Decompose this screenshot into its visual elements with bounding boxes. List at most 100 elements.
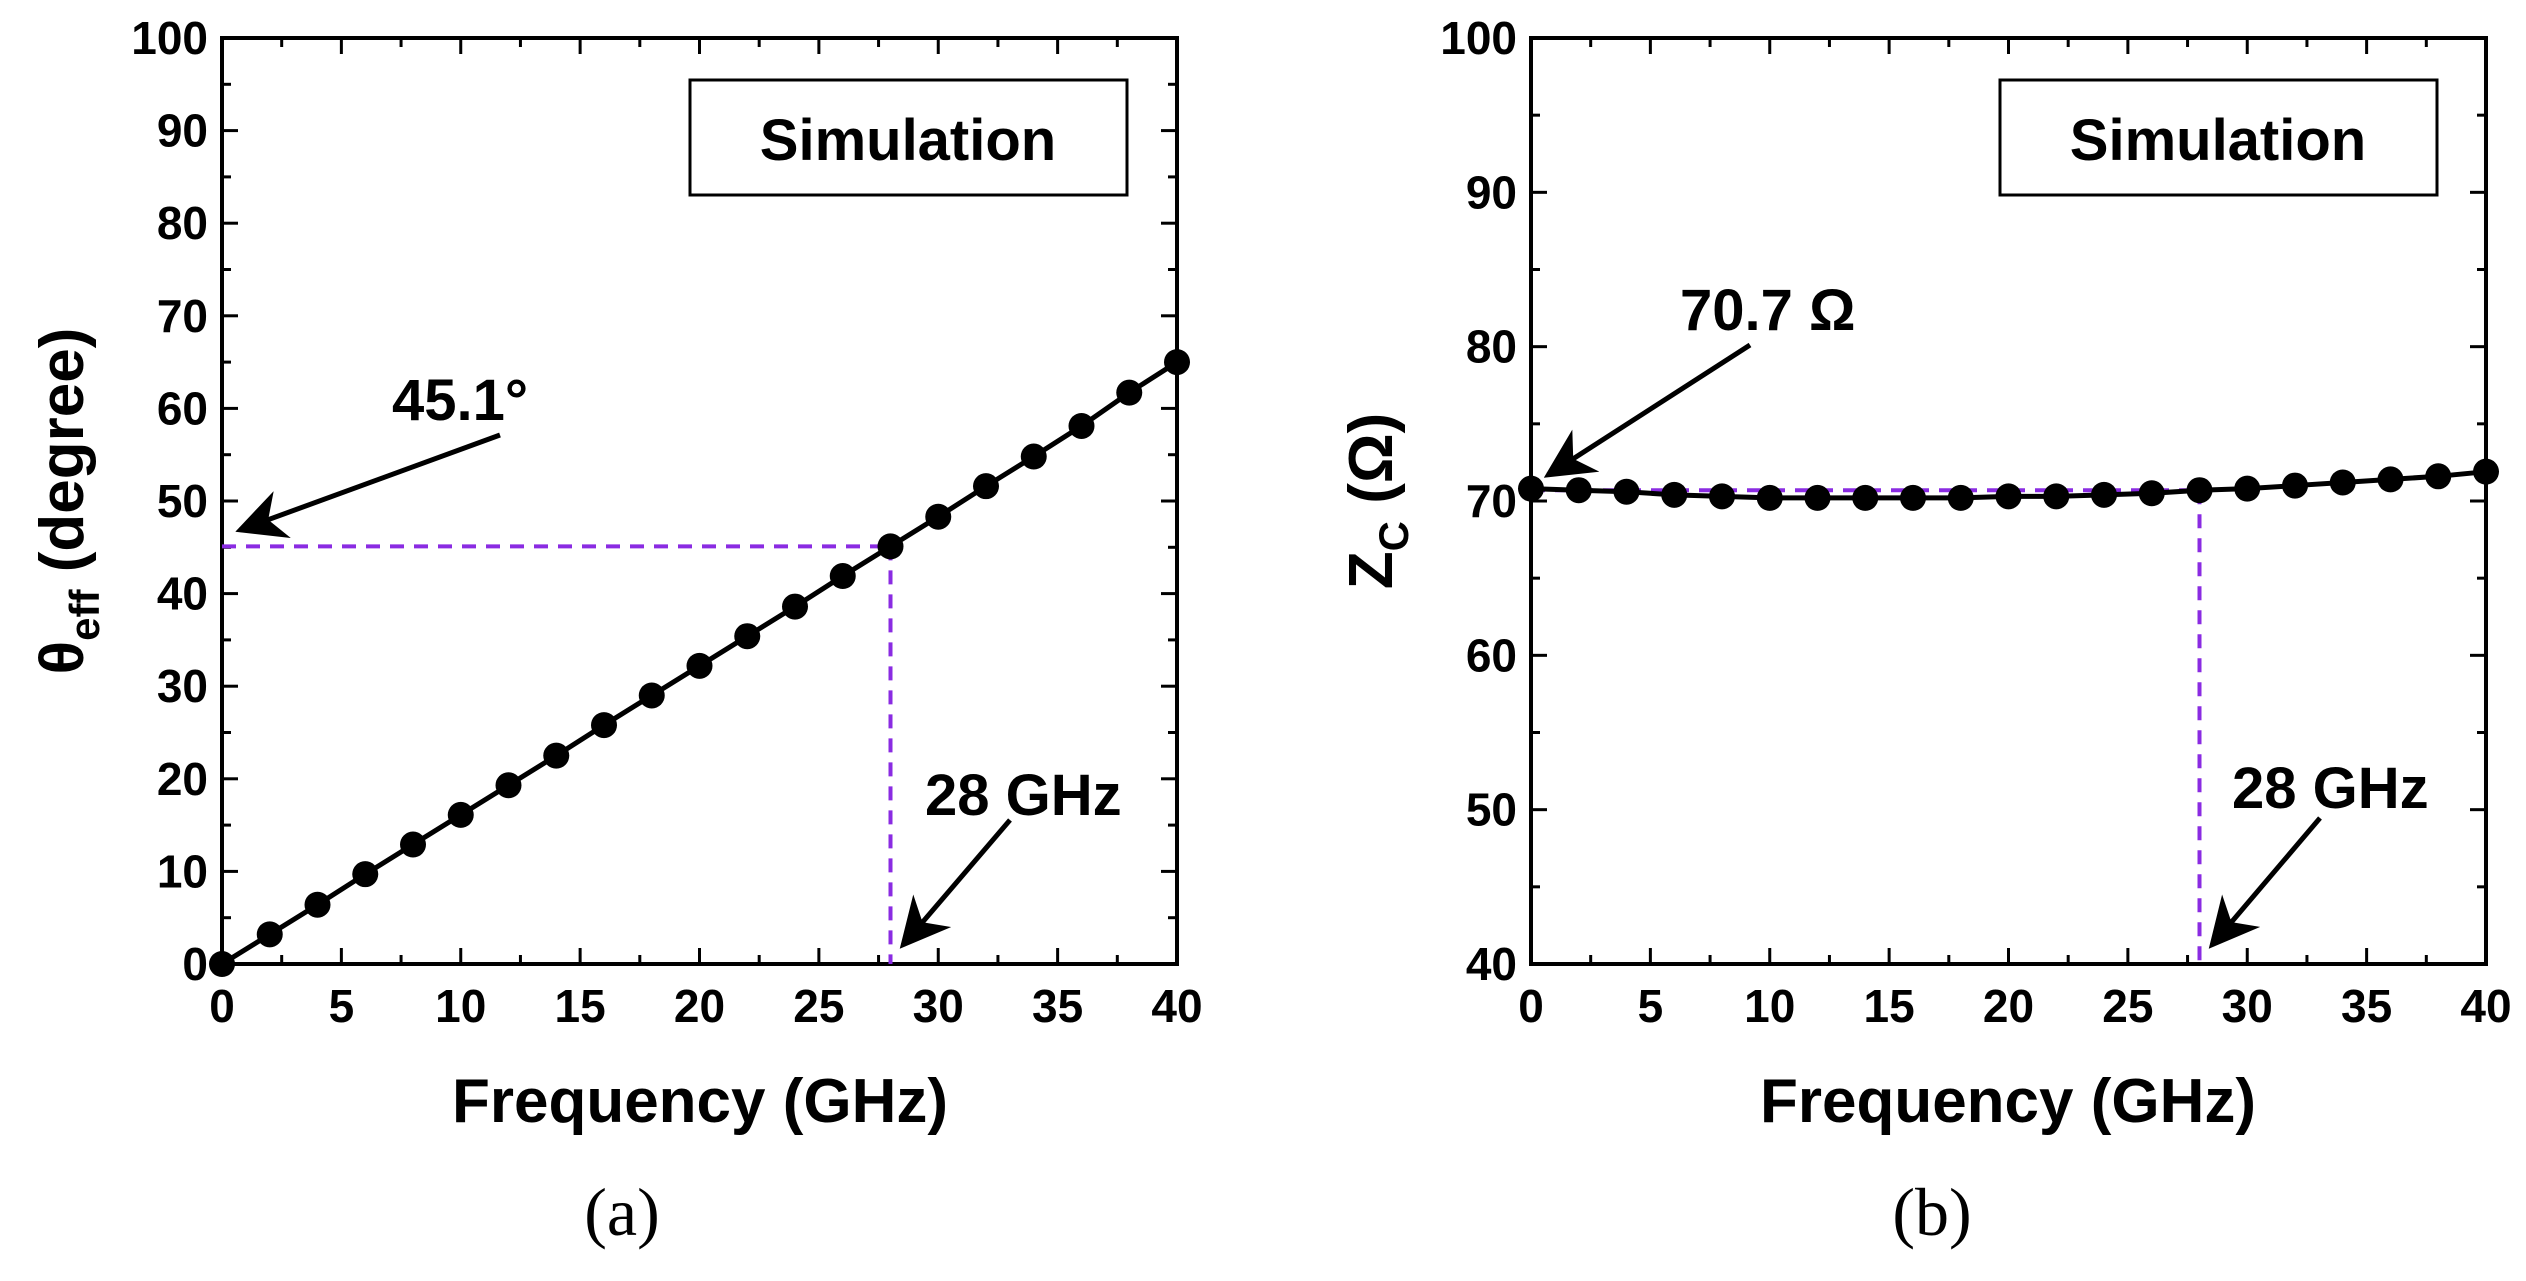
y-tick-label: 40 bbox=[157, 568, 208, 620]
value-arrow bbox=[235, 432, 501, 539]
x-tick-label: 35 bbox=[1032, 980, 1083, 1032]
data-point bbox=[2186, 477, 2213, 504]
legend-box bbox=[688, 78, 1129, 197]
guide-lines bbox=[222, 544, 893, 964]
data-point bbox=[1164, 349, 1190, 376]
y-axis-title-rest: (degree) bbox=[28, 328, 97, 590]
data-point bbox=[686, 652, 713, 679]
data-point bbox=[1518, 475, 1544, 502]
data-point bbox=[1756, 484, 1783, 511]
data-point bbox=[1900, 484, 1926, 511]
panel-a: 0 5 10 15 20 25 30 35 40 0102030405060708090100 … bbox=[28, 12, 1203, 1250]
x-tick-label: 40 bbox=[2460, 980, 2511, 1032]
y-tick-label: 100 bbox=[1440, 12, 1517, 64]
y-axis-title-sub: C bbox=[1370, 521, 1417, 551]
data-point bbox=[2138, 480, 2165, 507]
data-point bbox=[1709, 483, 1735, 510]
data-point bbox=[829, 563, 856, 590]
y-tick-label: 70 bbox=[1466, 475, 1517, 527]
data-point bbox=[973, 473, 999, 500]
y-tick-label: 80 bbox=[1466, 321, 1517, 373]
series bbox=[209, 349, 1190, 977]
y-ticks: 0 10 20 30 40 50 60 70 80 90 100 bbox=[131, 12, 1177, 990]
x-tick-label: 30 bbox=[2222, 980, 2273, 1032]
y-tick-label: 90 bbox=[157, 105, 208, 157]
data-point bbox=[1661, 481, 1688, 508]
data-point bbox=[1020, 443, 1047, 470]
x-ticks: 0 5 10 15 20 25 30 35 40 bbox=[209, 38, 1203, 1032]
data-point bbox=[400, 831, 426, 858]
x-tick-label: 35 bbox=[2341, 980, 2392, 1032]
x-tick-label: 10 bbox=[435, 980, 486, 1032]
y-axis-title-sub: eff bbox=[61, 588, 108, 640]
data-point bbox=[1947, 484, 1974, 511]
y-axis-title: θeff (degree) bbox=[28, 328, 108, 675]
y-tick-label: 20 bbox=[157, 753, 208, 805]
x-tick-label: 25 bbox=[793, 980, 844, 1032]
data-point bbox=[638, 682, 665, 709]
x-tick-label: 30 bbox=[913, 980, 964, 1032]
data-point bbox=[2425, 463, 2452, 490]
y-tick-label: 80 bbox=[157, 197, 208, 249]
y-ticks: 40 50 60 70 80 90 100 bbox=[1440, 12, 2486, 990]
x-tick-label: 5 bbox=[329, 980, 355, 1032]
panel-label: (a) bbox=[584, 1174, 659, 1250]
data-point bbox=[1995, 483, 2022, 510]
data-point bbox=[447, 801, 474, 828]
value-arrow bbox=[1543, 342, 1752, 478]
x-tick-label: 40 bbox=[1151, 980, 1202, 1032]
data-point bbox=[1852, 484, 1879, 511]
data-point bbox=[1804, 484, 1831, 511]
y-axis-title-rest: (Ω) bbox=[1337, 413, 1406, 521]
y-tick-label: 60 bbox=[157, 382, 208, 434]
x-ticks: 0 5 10 15 20 25 30 35 40 bbox=[1518, 38, 2512, 1032]
legend-label: Simulation bbox=[760, 108, 1056, 173]
data-point bbox=[591, 712, 617, 739]
value-annotation: 70.7 Ω bbox=[1680, 278, 1856, 343]
data-point bbox=[352, 861, 379, 888]
y-tick-label: 30 bbox=[157, 660, 208, 712]
data-point bbox=[1068, 412, 1095, 439]
data-point bbox=[1613, 478, 1640, 505]
guide-lines bbox=[1531, 488, 2202, 964]
data-point bbox=[734, 623, 761, 650]
x-tick-label: 15 bbox=[1864, 980, 1915, 1032]
data-point bbox=[304, 891, 331, 918]
data-point bbox=[925, 503, 952, 530]
x-tick-label: 25 bbox=[2102, 980, 2153, 1032]
data-point bbox=[209, 951, 235, 977]
value-annotation: 45.1° bbox=[392, 368, 528, 433]
y-tick-label: 90 bbox=[1466, 166, 1517, 218]
x-tick-label: 0 bbox=[1518, 980, 1544, 1032]
x-tick-label: 0 bbox=[209, 980, 235, 1032]
y-axis-title-main: θ bbox=[28, 641, 97, 675]
series bbox=[1518, 458, 2499, 511]
data-point bbox=[2234, 475, 2261, 502]
data-point bbox=[2043, 483, 2070, 510]
y-tick-label: 10 bbox=[157, 845, 208, 897]
legend-box bbox=[1998, 78, 2439, 197]
x-tick-label: 20 bbox=[674, 980, 725, 1032]
y-tick-label: 0 bbox=[182, 938, 208, 990]
data-point bbox=[495, 772, 522, 799]
freq-annotation: 28 GHz bbox=[2232, 756, 2429, 821]
data-point bbox=[1116, 379, 1143, 406]
y-tick-label: 60 bbox=[1466, 629, 1517, 681]
y-axis-title: ZC (Ω) bbox=[1337, 413, 1417, 589]
data-point bbox=[2282, 472, 2308, 499]
x-tick-label: 20 bbox=[1983, 980, 2034, 1032]
y-tick-label: 40 bbox=[1466, 938, 1517, 990]
data-point bbox=[2377, 466, 2404, 493]
y-tick-label: 70 bbox=[157, 290, 208, 342]
data-point bbox=[2473, 458, 2499, 485]
x-tick-label: 5 bbox=[1638, 980, 1664, 1032]
x-tick-label: 10 bbox=[1744, 980, 1795, 1032]
panel-b: 0 5 10 15 20 25 30 35 40 40 50 60 70 80 90 100 Simulat… bbox=[1337, 12, 2512, 1250]
data-point bbox=[256, 921, 283, 948]
legend-label: Simulation bbox=[2070, 108, 2366, 173]
freq-arrow bbox=[899, 818, 1012, 949]
x-axis-title: Frequency (GHz) bbox=[452, 1067, 948, 1136]
panel-label: (b) bbox=[1892, 1174, 1971, 1250]
y-tick-label: 100 bbox=[131, 12, 208, 64]
